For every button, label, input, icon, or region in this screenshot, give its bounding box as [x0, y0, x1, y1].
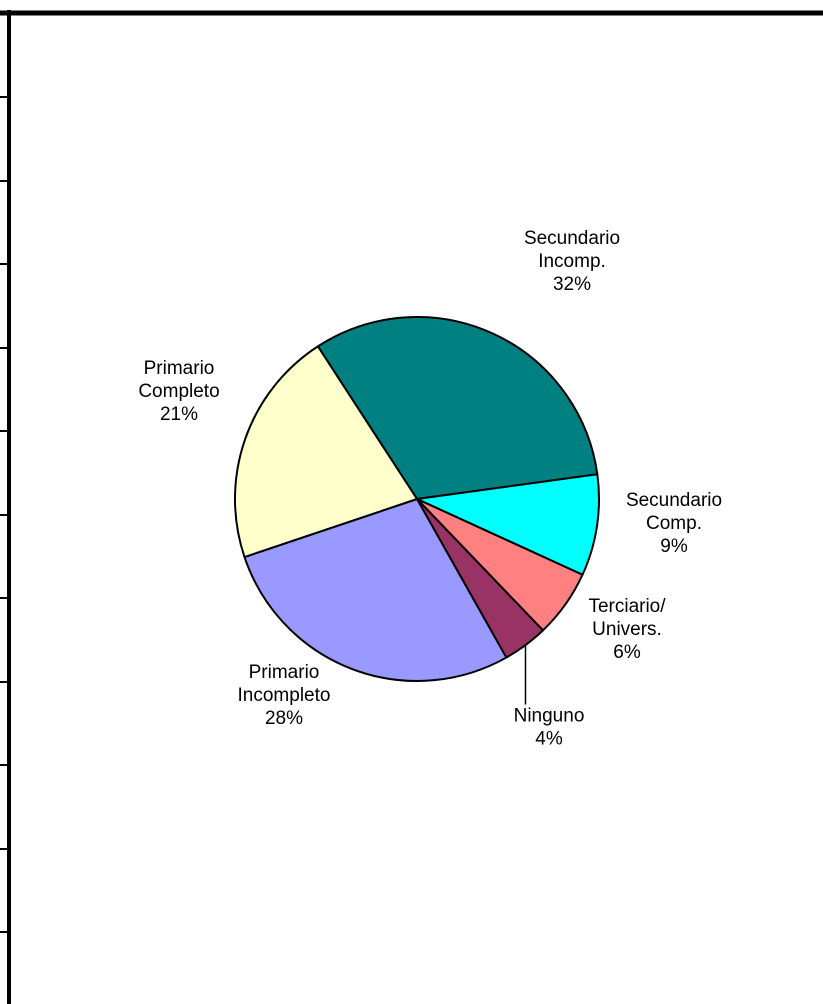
pie-slice-primario-completo — [234, 345, 418, 559]
slice-name-line: Incomp. — [538, 251, 606, 272]
slice-label: Secundario Comp. 9% — [626, 490, 722, 557]
slice-labels: Secundario Incomp. 32%Secundario Comp. 9%Ter… — [138, 228, 722, 750]
slice-percent: 32% — [553, 274, 591, 295]
pie-slice-secundario-comp — [416, 473, 600, 576]
slice-percent: 9% — [660, 536, 688, 557]
slice-label: Secundario Incomp. 32% — [524, 228, 620, 295]
slice-name-line: Primario — [144, 358, 215, 379]
slice-label: Ninguno 4% — [514, 706, 585, 750]
slice-name-line: Comp. — [646, 513, 702, 534]
slice-name-line: Ninguno — [514, 706, 585, 727]
slice-percent: 21% — [160, 404, 198, 425]
slice-percent: 4% — [535, 729, 563, 750]
slice-label: Primario Incompleto 28% — [238, 662, 331, 729]
pie-slice-primario-incompleto — [243, 498, 508, 682]
pie-slices — [234, 316, 600, 682]
slice-percent: 28% — [265, 708, 303, 729]
slice-label: Primario Completo 21% — [138, 358, 219, 425]
slice-label: Terciario/Univers. 6% — [588, 596, 666, 663]
slice-name-line: Secundario — [524, 228, 620, 249]
frame-tick-marks — [0, 96, 9, 933]
slice-name-line: Univers. — [592, 619, 662, 640]
slice-name-line: Terciario/ — [588, 596, 666, 617]
slice-percent: 6% — [613, 642, 641, 663]
slice-name-line: Secundario — [626, 490, 722, 511]
slice-name-line: Completo — [138, 381, 219, 402]
slice-name-line: Primario — [249, 662, 320, 683]
slice-name-line: Incompleto — [238, 685, 331, 706]
